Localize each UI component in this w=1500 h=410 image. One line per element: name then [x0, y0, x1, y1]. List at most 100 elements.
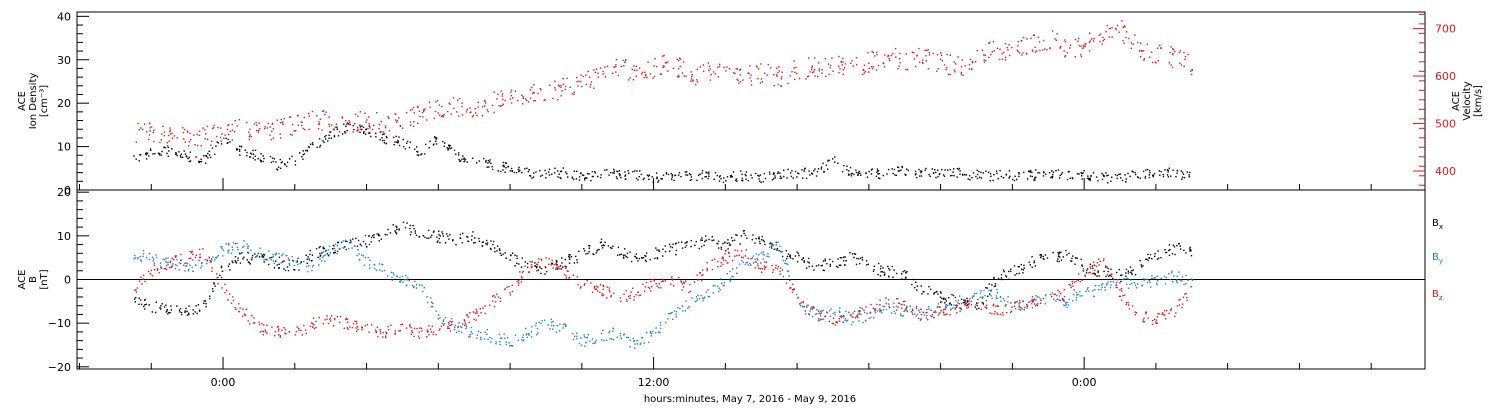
bx-series-point — [873, 268, 875, 271]
by-series-point — [659, 324, 662, 327]
velocity-series-point — [725, 70, 727, 72]
bz-series-point — [580, 286, 582, 288]
bx-series-point — [794, 255, 797, 257]
bx-series-point — [891, 265, 893, 268]
bz-series-point — [997, 313, 999, 316]
velocity-series-point — [1082, 47, 1084, 50]
bz-series-point — [838, 320, 841, 322]
density-series-point — [286, 161, 289, 164]
bz-series-point — [885, 297, 887, 299]
density-series-point — [166, 152, 168, 155]
bz-series-point — [606, 297, 608, 299]
velocity-series-point — [248, 131, 250, 133]
by-series-point — [505, 343, 507, 346]
by-series-point — [347, 248, 350, 250]
bz-series-point — [902, 300, 905, 303]
by-series-point — [627, 336, 630, 339]
by-series-point — [465, 326, 468, 328]
bx-series-point — [568, 258, 571, 261]
density-series-point — [163, 146, 165, 148]
by-series-point — [537, 332, 539, 334]
bz-series-point — [530, 264, 533, 266]
velocity-series-point — [288, 116, 291, 118]
by-series-point — [1014, 302, 1016, 304]
bz-series-point — [1096, 262, 1099, 264]
bx-series-point — [960, 298, 963, 300]
bz-series-point — [1082, 268, 1085, 270]
bx-series-point — [227, 265, 230, 267]
bx-series-point — [1028, 261, 1030, 263]
density-series-point — [199, 161, 201, 163]
velocity-series-point — [941, 60, 944, 62]
density-series-point — [1120, 177, 1122, 179]
bx-series-point — [587, 252, 589, 255]
by-series-point — [297, 263, 299, 266]
by-series-point — [378, 263, 381, 265]
density-series-point — [327, 140, 329, 142]
bz-series-point — [1016, 301, 1018, 303]
bz-series-point — [165, 261, 167, 263]
bx-series-point — [1081, 264, 1083, 266]
bz-series-point — [550, 264, 552, 266]
bz-series-point — [701, 280, 703, 282]
density-series-point — [942, 174, 945, 176]
x-tick-label: 0:00 — [1072, 376, 1097, 389]
bz-series-point — [874, 309, 877, 311]
density-series-point — [1016, 178, 1018, 181]
by-series-point — [1112, 281, 1114, 283]
bx-series-point — [844, 256, 846, 258]
bx-series-point — [521, 257, 523, 259]
density-series-point — [490, 162, 492, 164]
bx-series-point — [611, 247, 613, 249]
by-series-point — [232, 241, 235, 244]
bz-series-point — [945, 314, 947, 316]
bz-series-point — [144, 280, 146, 283]
bz-series-point — [849, 314, 852, 316]
bz-series-point — [650, 280, 652, 283]
bx-series-point — [1059, 251, 1061, 253]
velocity-series-point — [453, 107, 455, 110]
density-axis-title-line: [cm⁻³] — [39, 85, 50, 117]
bx-series-point — [426, 237, 428, 239]
by-series-point — [874, 308, 877, 310]
velocity-series-point — [690, 71, 692, 73]
density-series-point — [301, 156, 303, 158]
by-series-point — [893, 310, 895, 313]
velocity-series-point — [681, 72, 684, 74]
bz-series-point — [451, 323, 453, 326]
by-series-point — [852, 321, 854, 323]
bz-series-point — [190, 257, 192, 259]
bz-series-point — [602, 294, 605, 296]
by-series-point — [763, 254, 765, 256]
bz-series-point — [896, 298, 898, 300]
bx-series-point — [677, 241, 680, 244]
bx-series-point — [1071, 257, 1073, 260]
bx-series-point — [1189, 250, 1191, 252]
bx-series-point — [568, 255, 570, 258]
density-series-point — [914, 174, 917, 176]
density-series-point — [935, 171, 937, 174]
bz-series-point — [375, 329, 377, 331]
bx-series-point — [459, 233, 462, 236]
density-series-point — [774, 177, 776, 179]
velocity-series-point — [457, 99, 459, 101]
bz-series-point — [313, 324, 315, 326]
bx-series-point — [198, 309, 201, 311]
bz-series-point — [1113, 279, 1115, 281]
velocity-series-point — [683, 75, 685, 77]
by-series-point — [1146, 278, 1148, 280]
velocity-series-point — [184, 141, 186, 143]
density-series-point — [786, 177, 788, 179]
by-series-point — [237, 248, 239, 251]
by-series-point — [194, 264, 197, 266]
velocity-series-point — [876, 51, 878, 54]
bx-series-point — [234, 256, 237, 258]
density-series-point — [613, 172, 615, 174]
bz-series-point — [1019, 309, 1022, 311]
bx-series-point — [1179, 245, 1181, 247]
velocity-series-point — [750, 74, 752, 76]
by-series-point — [136, 258, 139, 260]
velocity-series-point — [776, 67, 778, 69]
density-series-point — [742, 180, 744, 182]
bx-series-point — [656, 249, 658, 251]
